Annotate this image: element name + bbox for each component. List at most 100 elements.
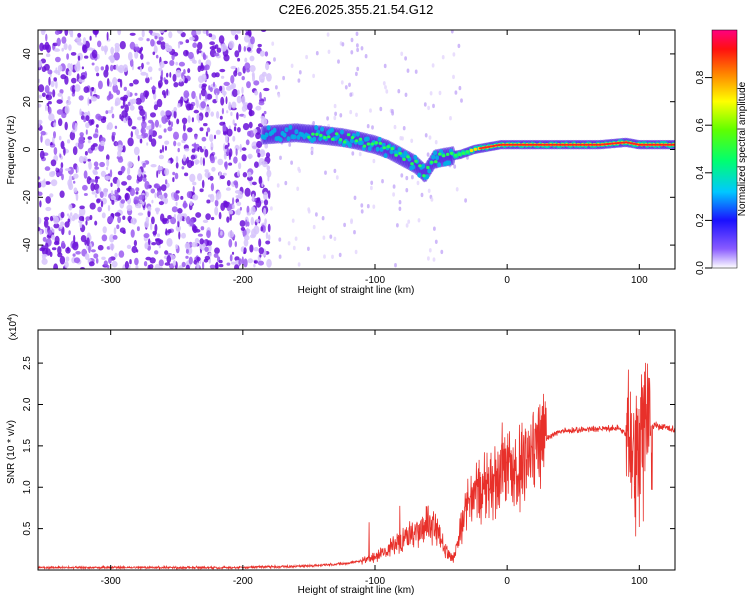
spectrogram-noise-mark xyxy=(216,190,222,200)
spectrogram-noise-mark xyxy=(51,228,55,233)
spectrogram-sparse-mark xyxy=(350,50,354,55)
spectrogram-noise-mark xyxy=(264,51,269,57)
spectrogram-ridge-core xyxy=(434,160,438,164)
spectrogram-noise-mark xyxy=(117,216,121,224)
spectrogram-noise-mark xyxy=(94,175,99,184)
spectrogram-noise-mark xyxy=(104,175,111,180)
spectrogram-noise-mark xyxy=(50,80,55,88)
spectrogram-x-tick-label-1: -200 xyxy=(233,275,253,286)
spectrogram-noise-mark xyxy=(172,260,177,267)
spectrogram-noise-mark xyxy=(225,134,228,143)
spectrogram-ridge-mid xyxy=(435,155,440,161)
spectrogram-ridge-mid xyxy=(433,150,438,156)
spectrogram-noise-mark xyxy=(226,128,233,137)
spectrogram-ridge-core xyxy=(430,160,434,164)
spectrogram-noise-mark xyxy=(145,216,149,224)
spectrogram-noise-mark xyxy=(58,135,62,141)
spectrogram-noise-mark xyxy=(150,112,156,118)
spectrogram-noise-mark xyxy=(263,87,270,92)
spectrogram-sparse-mark xyxy=(354,249,358,255)
spectrogram-noise-mark xyxy=(224,161,228,168)
spectrogram-noise-mark xyxy=(173,214,176,219)
spectrogram-sparse-mark xyxy=(312,121,315,126)
spectrogram-ridge-peak xyxy=(613,142,618,145)
spectrogram-noise-mark xyxy=(130,217,137,225)
spectrogram-noise-mark xyxy=(67,70,72,77)
spectrogram-noise-mark xyxy=(228,101,232,111)
spectrogram-ridge-core xyxy=(315,132,319,136)
spectrogram-noise-mark xyxy=(141,30,145,38)
spectrogram-noise-mark xyxy=(177,220,180,228)
spectrogram-noise-mark xyxy=(114,125,118,129)
spectrogram-ridge-peak xyxy=(529,143,533,146)
spectrogram-x-ticks: -300 -200 -100 0 100 xyxy=(101,30,648,286)
spectrogram-noise-mark xyxy=(65,256,70,262)
spectrogram-sparse-mark xyxy=(339,113,343,118)
spectrogram-sparse-mark xyxy=(391,111,394,116)
spectrogram-ridge-peak xyxy=(545,143,549,146)
spectrogram-noise-mark xyxy=(53,240,60,246)
spectrogram-noise-mark xyxy=(250,36,255,45)
spectrogram-ridge-mid xyxy=(264,132,269,138)
spectrogram-noise-mark xyxy=(117,157,124,163)
spectrogram-noise-mark xyxy=(127,161,133,168)
spectrogram-noise-mark xyxy=(223,152,227,160)
snr-scale-prefix: (x10 xyxy=(8,320,19,340)
spectrogram-noise-mark xyxy=(186,191,192,199)
spectrogram-sparse-mark xyxy=(399,136,403,141)
spectrogram-noise-mark xyxy=(97,244,104,251)
spectrogram-ridge-peak xyxy=(539,143,544,146)
spectrogram-noise-mark xyxy=(84,151,88,156)
spectrogram-noise-mark xyxy=(73,213,79,220)
spectrogram-noise-mark xyxy=(38,182,42,188)
spectrogram-noise-mark xyxy=(236,201,242,206)
spectrogram-ridge-core xyxy=(323,136,327,140)
spectrogram-noise-mark xyxy=(232,119,235,126)
spectrogram-noise-mark xyxy=(91,191,96,195)
spectrogram-noise-mark xyxy=(204,171,211,178)
spectrogram-sparse-mark xyxy=(416,180,420,186)
spectrogram-sparse-mark xyxy=(397,89,401,94)
spectrogram-noise-mark xyxy=(70,52,77,56)
spectrogram-noise-mark xyxy=(204,64,210,71)
spectrogram-ridge-peak xyxy=(558,143,562,146)
spectrogram-noise-mark xyxy=(38,84,45,93)
spectrogram-noise-mark xyxy=(137,155,140,162)
spectrogram-sparse-mark xyxy=(406,68,410,73)
spectrogram-ridge-core xyxy=(354,139,359,143)
spectrogram-sparse-mark xyxy=(382,81,386,86)
spectrogram-noise-mark xyxy=(220,75,225,79)
spectrogram-sparse-mark xyxy=(407,219,411,224)
spectrogram-noise-mark xyxy=(236,112,239,120)
spectrogram-noise-mark xyxy=(167,229,172,234)
spectrogram-ridge-mid xyxy=(413,154,418,160)
spectrogram-noise-mark xyxy=(231,101,237,109)
spectrogram-noise-mark xyxy=(130,98,137,105)
spectrogram-sparse-mark xyxy=(366,204,370,209)
spectrogram-sparse-mark xyxy=(431,63,435,68)
spectrogram-noise-mark xyxy=(97,206,102,213)
spectrogram-noise-mark xyxy=(43,219,49,228)
spectrogram-noise-mark xyxy=(39,229,42,235)
spectrogram-noise-mark xyxy=(56,99,63,104)
spectrogram-noise-mark xyxy=(199,127,204,132)
colorbar-tick-label-4: 0.8 xyxy=(695,70,706,84)
spectrogram-noise-mark xyxy=(266,165,271,171)
spectrogram-noise-mark xyxy=(158,201,164,206)
spectrogram-sparse-mark xyxy=(392,184,396,189)
spectrogram-noise-mark xyxy=(38,119,41,128)
spectrogram-noise-mark xyxy=(60,74,67,80)
spectrogram-noise-mark xyxy=(227,142,230,147)
snr-x-tick-label-2: -100 xyxy=(365,576,385,587)
spectrogram-ridge-core xyxy=(406,155,410,159)
spectrogram-noise-mark xyxy=(214,206,219,216)
spectrogram-noise-mark xyxy=(164,262,171,266)
spectrogram-noise-mark xyxy=(90,249,96,253)
spectrogram-ridge-peak xyxy=(502,143,507,146)
spectrogram-noise-mark xyxy=(67,139,71,144)
spectrogram-noise-mark xyxy=(259,149,266,158)
spectrogram-sparse-mark xyxy=(337,59,340,64)
spectrogram-noise-mark xyxy=(39,200,42,208)
spectrogram-noise-mark xyxy=(259,91,262,101)
colorbar-ticks: 0.0 0.2 0.4 0.6 0.8 xyxy=(695,70,712,275)
